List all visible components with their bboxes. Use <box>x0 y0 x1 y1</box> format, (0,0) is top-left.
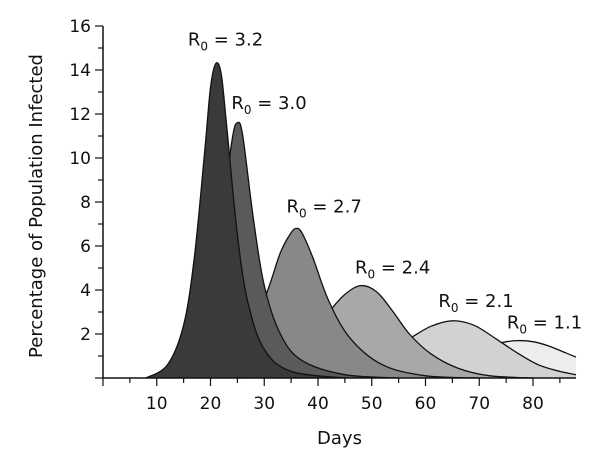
series-label-2: R0 = 2.7 <box>287 196 362 220</box>
x-tick-label: 60 <box>415 394 437 414</box>
x-tick-label: 40 <box>307 394 329 414</box>
series-layer <box>145 62 577 379</box>
x-tick-label: 20 <box>200 394 222 414</box>
y-tick-label: 14 <box>69 61 91 81</box>
y-tick-label: 8 <box>80 193 91 213</box>
y-tick-label: 10 <box>69 149 91 169</box>
x-tick-label: 10 <box>146 394 168 414</box>
y-tick-label: 12 <box>69 105 91 125</box>
series-area-3 <box>183 285 533 378</box>
x-tick-label: 80 <box>522 394 544 414</box>
y-tick-label: 16 <box>69 17 91 37</box>
labels-layer: R0 = 3.2 R0 = 3.0 R0 = 2.7 R0 = 2.4 R0 = 2.1… <box>188 29 582 336</box>
series-label-3: R0 = 2.4 <box>355 258 430 282</box>
series-line-0 <box>145 62 345 379</box>
y-axis-title: Percentage of Population Infected <box>26 54 47 358</box>
series-label-5: R0 = 1.1 <box>507 313 582 337</box>
series-area-0 <box>146 62 345 378</box>
y-tick-label: 4 <box>80 281 91 301</box>
series-label-4: R0 = 2.1 <box>438 291 513 315</box>
series-label-1: R0 = 3.0 <box>231 93 306 117</box>
y-tick-label: 6 <box>80 237 91 257</box>
x-tick-label: 70 <box>468 394 490 414</box>
series-label-0: R0 = 3.2 <box>188 29 263 53</box>
x-tick-label: 50 <box>361 394 383 414</box>
y-tick-label: 2 <box>80 325 91 345</box>
x-axis-title: Days <box>317 428 362 449</box>
x-tick-label: 30 <box>253 394 275 414</box>
axes-layer: 10 20 30 40 50 60 70 80 2 4 6 8 10 12 14 16 <box>69 17 576 414</box>
